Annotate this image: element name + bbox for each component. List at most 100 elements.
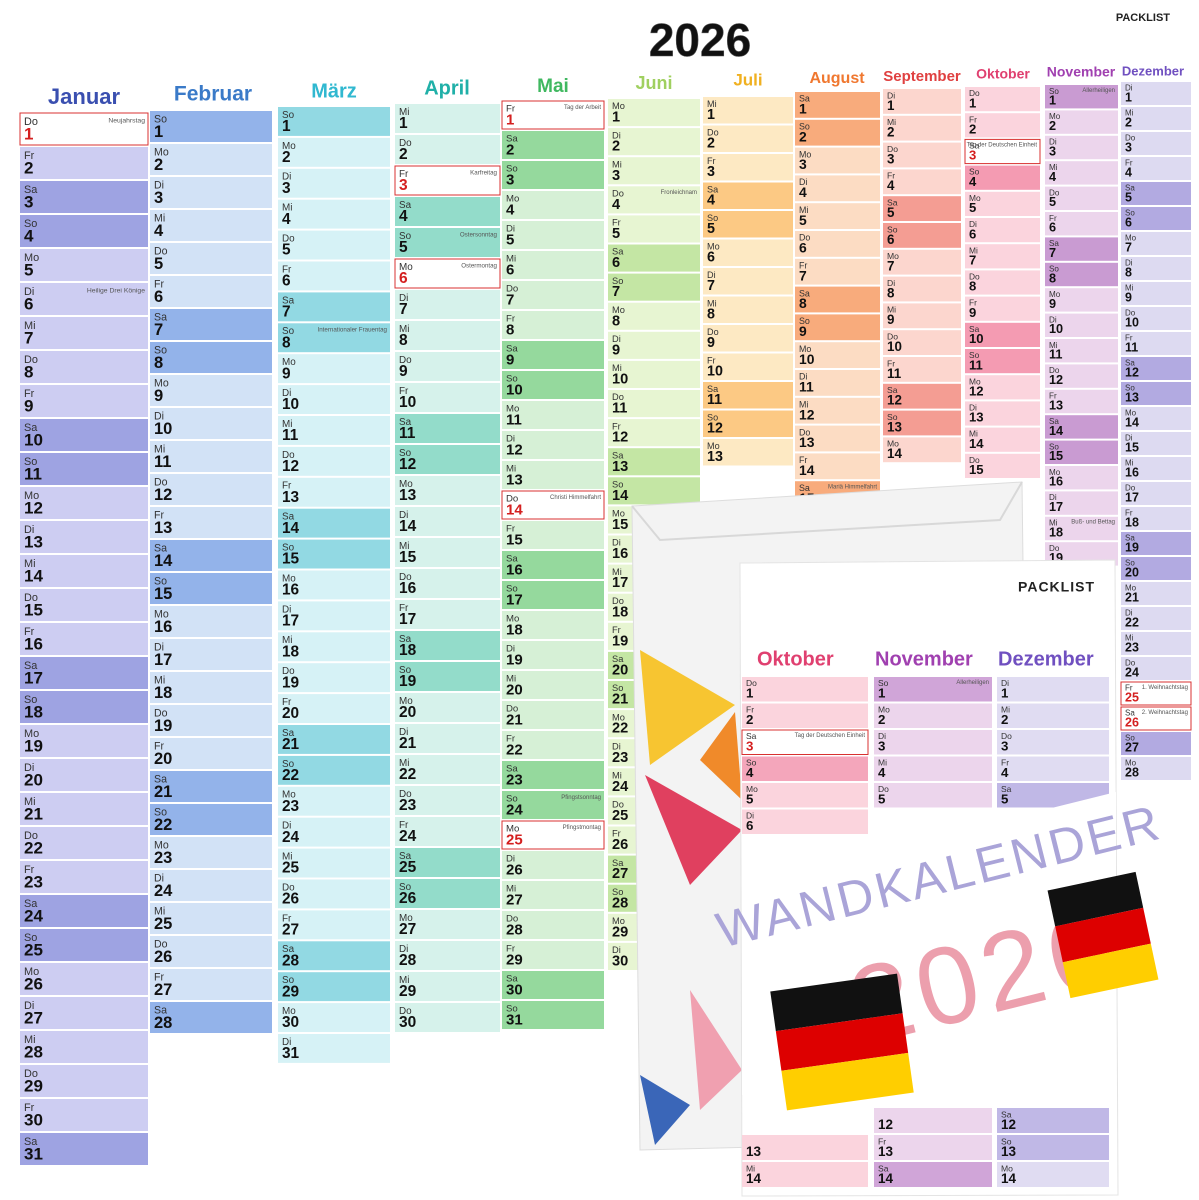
day-number: 12: [707, 421, 723, 437]
day-row: [19, 112, 149, 146]
weekday: Do: [707, 327, 719, 337]
weekday: Mo: [1049, 112, 1061, 121]
weekday: Fr: [612, 829, 621, 839]
day-row: [20, 555, 148, 587]
day-row: [278, 477, 390, 507]
day-row: [502, 701, 604, 729]
weekday: Fr: [612, 421, 621, 431]
day-row: [742, 703, 868, 728]
day-row: [742, 783, 868, 808]
day-number: 6: [887, 232, 894, 247]
day-number: 12: [969, 383, 984, 398]
day-row: [394, 258, 501, 289]
day-number: 3: [1001, 739, 1008, 754]
day-row: [395, 569, 500, 598]
envelope-flap: [631, 481, 1023, 542]
day-number: 23: [282, 798, 299, 815]
day-row: [1121, 432, 1191, 455]
weekday: Do: [746, 678, 757, 688]
weekday: Mo: [1125, 234, 1137, 243]
holiday-label: Tag der Deutschen Einheit: [967, 143, 1038, 149]
weekday: Mi: [506, 254, 516, 265]
weekday: Di: [799, 177, 807, 187]
day-number: 16: [399, 580, 417, 597]
day-number: 1: [799, 101, 807, 117]
day-row: [502, 581, 604, 609]
day-number: 2: [707, 136, 715, 152]
weekday: Sa: [506, 344, 518, 355]
day-number: 8: [887, 285, 895, 300]
day-number: 2: [24, 159, 33, 178]
day-row: [278, 292, 390, 322]
day-number: 22: [282, 767, 299, 784]
weekday: Mo: [1125, 409, 1137, 418]
day-row: [703, 239, 793, 266]
weekday: So: [1049, 265, 1059, 274]
day-row: [703, 211, 793, 238]
day-row: [395, 507, 500, 536]
weekday: Mo: [506, 194, 519, 205]
month-name: September: [883, 68, 961, 85]
holiday-label: Internationaler Frauentag: [318, 327, 388, 334]
day-number: 5: [1049, 195, 1056, 209]
month-name: August: [809, 70, 865, 87]
weekday: So: [1125, 384, 1135, 393]
weekday: Di: [746, 811, 754, 821]
weekday: Mo: [612, 305, 625, 315]
weekday: Mo: [282, 790, 296, 801]
day-row: [608, 273, 700, 301]
weekday: Di: [1049, 138, 1057, 147]
day-number: 14: [612, 488, 629, 504]
day-number: 27: [612, 866, 628, 882]
day-number: 30: [399, 1014, 416, 1031]
day-row: [20, 385, 148, 417]
day-number: 28: [24, 1043, 43, 1062]
day-number: 24: [612, 779, 629, 795]
weekday: Di: [799, 372, 807, 382]
day-number: 5: [1001, 792, 1009, 807]
weekday: So: [506, 1004, 518, 1015]
day-row: [395, 848, 500, 877]
day-number: 7: [399, 301, 408, 318]
day-number: 10: [1049, 322, 1063, 336]
day-number: 25: [399, 859, 417, 876]
weekday: Sa: [746, 731, 757, 741]
day-number: 5: [878, 792, 886, 807]
day-row: [608, 448, 700, 476]
day-number: 2: [506, 141, 514, 158]
weekday: Mo: [282, 357, 296, 368]
day-number: 18: [506, 621, 523, 638]
day-row: [1121, 607, 1191, 630]
weekday: Di: [969, 219, 977, 229]
day-row: [1121, 357, 1191, 380]
day-row: [1121, 407, 1191, 430]
day-row: [20, 1065, 148, 1097]
day-number: 23: [506, 771, 523, 788]
weekday: Do: [399, 138, 412, 149]
day-number: 15: [506, 531, 523, 548]
weekday: Do: [1125, 484, 1136, 493]
day-number: 4: [1125, 165, 1132, 179]
day-row: [502, 281, 604, 309]
weekday: Sa: [506, 764, 518, 775]
day-number: 1: [1049, 94, 1056, 108]
day-number: 14: [1125, 415, 1139, 429]
day-number: 19: [399, 673, 417, 690]
day-row: [883, 223, 961, 248]
weekday: Sa: [154, 543, 167, 555]
day-number: 9: [799, 323, 807, 339]
month-name: Februar: [174, 83, 252, 106]
weekday: Di: [24, 762, 34, 774]
day-number: 7: [1125, 240, 1132, 254]
day-number: 14: [1049, 424, 1063, 438]
day-row: [20, 725, 148, 757]
weekday: Do: [506, 494, 518, 505]
day-number: 3: [746, 739, 753, 754]
weekday: Do: [612, 596, 624, 606]
day-row: [395, 786, 500, 815]
weekday: Fr: [746, 705, 754, 715]
day-number: 3: [399, 177, 408, 194]
day-number: 26: [24, 975, 43, 994]
day-number: 6: [1049, 221, 1056, 235]
weekday: Mi: [24, 796, 36, 808]
